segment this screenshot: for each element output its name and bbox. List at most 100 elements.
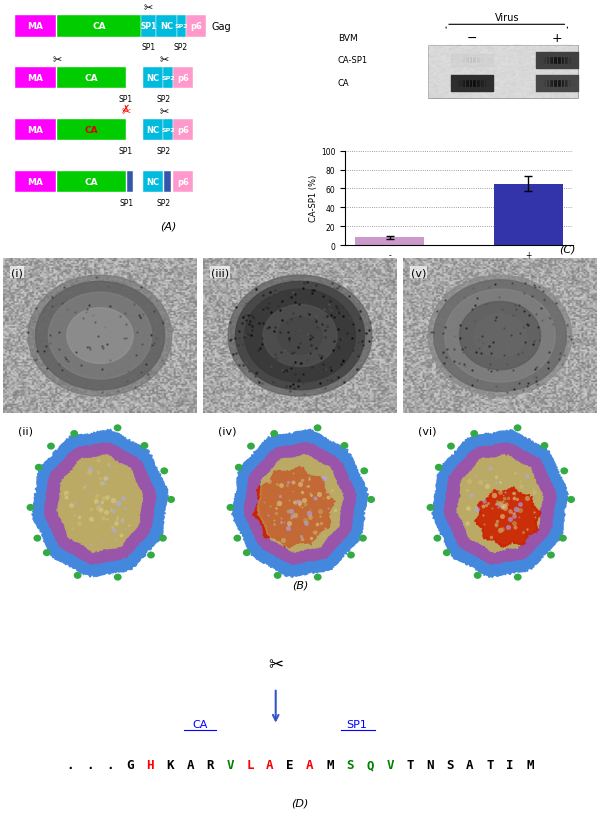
Polygon shape bbox=[244, 443, 356, 565]
Text: G: G bbox=[127, 758, 134, 771]
Polygon shape bbox=[257, 455, 343, 553]
Ellipse shape bbox=[160, 468, 168, 475]
Text: ✂: ✂ bbox=[121, 107, 131, 117]
Ellipse shape bbox=[227, 505, 235, 511]
Text: CA: CA bbox=[85, 126, 98, 135]
Text: MA: MA bbox=[28, 22, 43, 31]
Text: (D): (D) bbox=[292, 798, 308, 808]
Text: ✂: ✂ bbox=[268, 655, 283, 673]
Text: SP2: SP2 bbox=[175, 25, 188, 29]
Text: −: − bbox=[467, 31, 477, 44]
Text: R: R bbox=[206, 758, 214, 771]
Text: S: S bbox=[446, 758, 454, 771]
Text: SP2: SP2 bbox=[161, 128, 175, 133]
Polygon shape bbox=[428, 276, 572, 396]
Text: CA: CA bbox=[85, 74, 98, 83]
FancyBboxPatch shape bbox=[15, 171, 56, 193]
Polygon shape bbox=[474, 314, 526, 358]
FancyBboxPatch shape bbox=[57, 171, 126, 193]
Ellipse shape bbox=[341, 442, 349, 450]
Polygon shape bbox=[475, 487, 541, 548]
Ellipse shape bbox=[514, 574, 521, 581]
Polygon shape bbox=[44, 443, 156, 565]
FancyBboxPatch shape bbox=[173, 120, 193, 141]
Polygon shape bbox=[257, 455, 343, 553]
Text: BVM: BVM bbox=[338, 34, 358, 43]
Text: Q: Q bbox=[366, 758, 374, 771]
Text: (iv): (iv) bbox=[218, 426, 236, 436]
Ellipse shape bbox=[26, 505, 34, 511]
Polygon shape bbox=[228, 276, 372, 396]
FancyBboxPatch shape bbox=[143, 120, 163, 141]
Text: CA: CA bbox=[338, 79, 349, 88]
Ellipse shape bbox=[514, 425, 521, 432]
Ellipse shape bbox=[435, 464, 443, 471]
Polygon shape bbox=[432, 430, 568, 577]
Text: A: A bbox=[266, 758, 274, 771]
Text: SP1: SP1 bbox=[119, 95, 133, 104]
Ellipse shape bbox=[147, 552, 155, 559]
Polygon shape bbox=[434, 280, 566, 391]
Text: SP2: SP2 bbox=[161, 76, 175, 81]
Text: CA: CA bbox=[85, 178, 98, 187]
Text: M: M bbox=[526, 758, 533, 771]
Text: SP2: SP2 bbox=[157, 147, 171, 156]
Ellipse shape bbox=[243, 550, 251, 556]
FancyBboxPatch shape bbox=[127, 171, 133, 193]
Text: NC: NC bbox=[146, 74, 160, 83]
FancyBboxPatch shape bbox=[177, 16, 186, 38]
Ellipse shape bbox=[274, 572, 281, 579]
Text: NC: NC bbox=[160, 22, 173, 31]
Text: K: K bbox=[166, 758, 174, 771]
FancyBboxPatch shape bbox=[428, 46, 578, 99]
Ellipse shape bbox=[567, 496, 575, 504]
Text: (A): (A) bbox=[160, 221, 176, 231]
Bar bbox=[494, 184, 563, 246]
Text: .: . bbox=[106, 758, 114, 771]
Text: E: E bbox=[286, 758, 294, 771]
Polygon shape bbox=[444, 444, 556, 564]
Text: SP2: SP2 bbox=[157, 95, 171, 104]
FancyBboxPatch shape bbox=[163, 120, 173, 141]
Text: MA: MA bbox=[28, 178, 43, 187]
Polygon shape bbox=[235, 282, 365, 391]
Text: I: I bbox=[506, 758, 514, 771]
Text: p6: p6 bbox=[177, 126, 189, 135]
Text: (C): (C) bbox=[560, 244, 576, 254]
Ellipse shape bbox=[235, 464, 242, 471]
Text: (vi): (vi) bbox=[418, 426, 436, 436]
Polygon shape bbox=[57, 455, 143, 553]
Text: A: A bbox=[306, 758, 314, 771]
FancyBboxPatch shape bbox=[15, 68, 56, 89]
Ellipse shape bbox=[43, 550, 50, 556]
Text: SP1: SP1 bbox=[141, 22, 157, 31]
Polygon shape bbox=[28, 276, 172, 396]
Ellipse shape bbox=[314, 574, 322, 581]
Polygon shape bbox=[278, 318, 322, 355]
Text: SP2: SP2 bbox=[157, 198, 171, 207]
Ellipse shape bbox=[74, 572, 82, 579]
FancyBboxPatch shape bbox=[143, 171, 163, 193]
Text: (i): (i) bbox=[11, 268, 23, 278]
FancyBboxPatch shape bbox=[173, 171, 193, 193]
Polygon shape bbox=[457, 455, 544, 553]
Ellipse shape bbox=[443, 550, 451, 556]
Text: CA: CA bbox=[92, 22, 106, 31]
Text: SP1: SP1 bbox=[346, 719, 367, 729]
Text: MA: MA bbox=[28, 126, 43, 135]
Text: SP1: SP1 bbox=[119, 147, 133, 156]
Ellipse shape bbox=[361, 468, 368, 475]
Ellipse shape bbox=[560, 468, 568, 475]
FancyBboxPatch shape bbox=[186, 16, 206, 38]
Text: ✗: ✗ bbox=[122, 104, 130, 114]
Text: N: N bbox=[426, 758, 434, 771]
Text: ✂: ✂ bbox=[53, 56, 62, 66]
Text: (B): (B) bbox=[292, 580, 308, 590]
Ellipse shape bbox=[35, 464, 43, 471]
FancyBboxPatch shape bbox=[57, 68, 126, 89]
FancyBboxPatch shape bbox=[57, 120, 126, 141]
Ellipse shape bbox=[233, 535, 241, 542]
Text: V: V bbox=[386, 758, 394, 771]
Text: CA: CA bbox=[193, 719, 208, 729]
Text: A: A bbox=[466, 758, 473, 771]
